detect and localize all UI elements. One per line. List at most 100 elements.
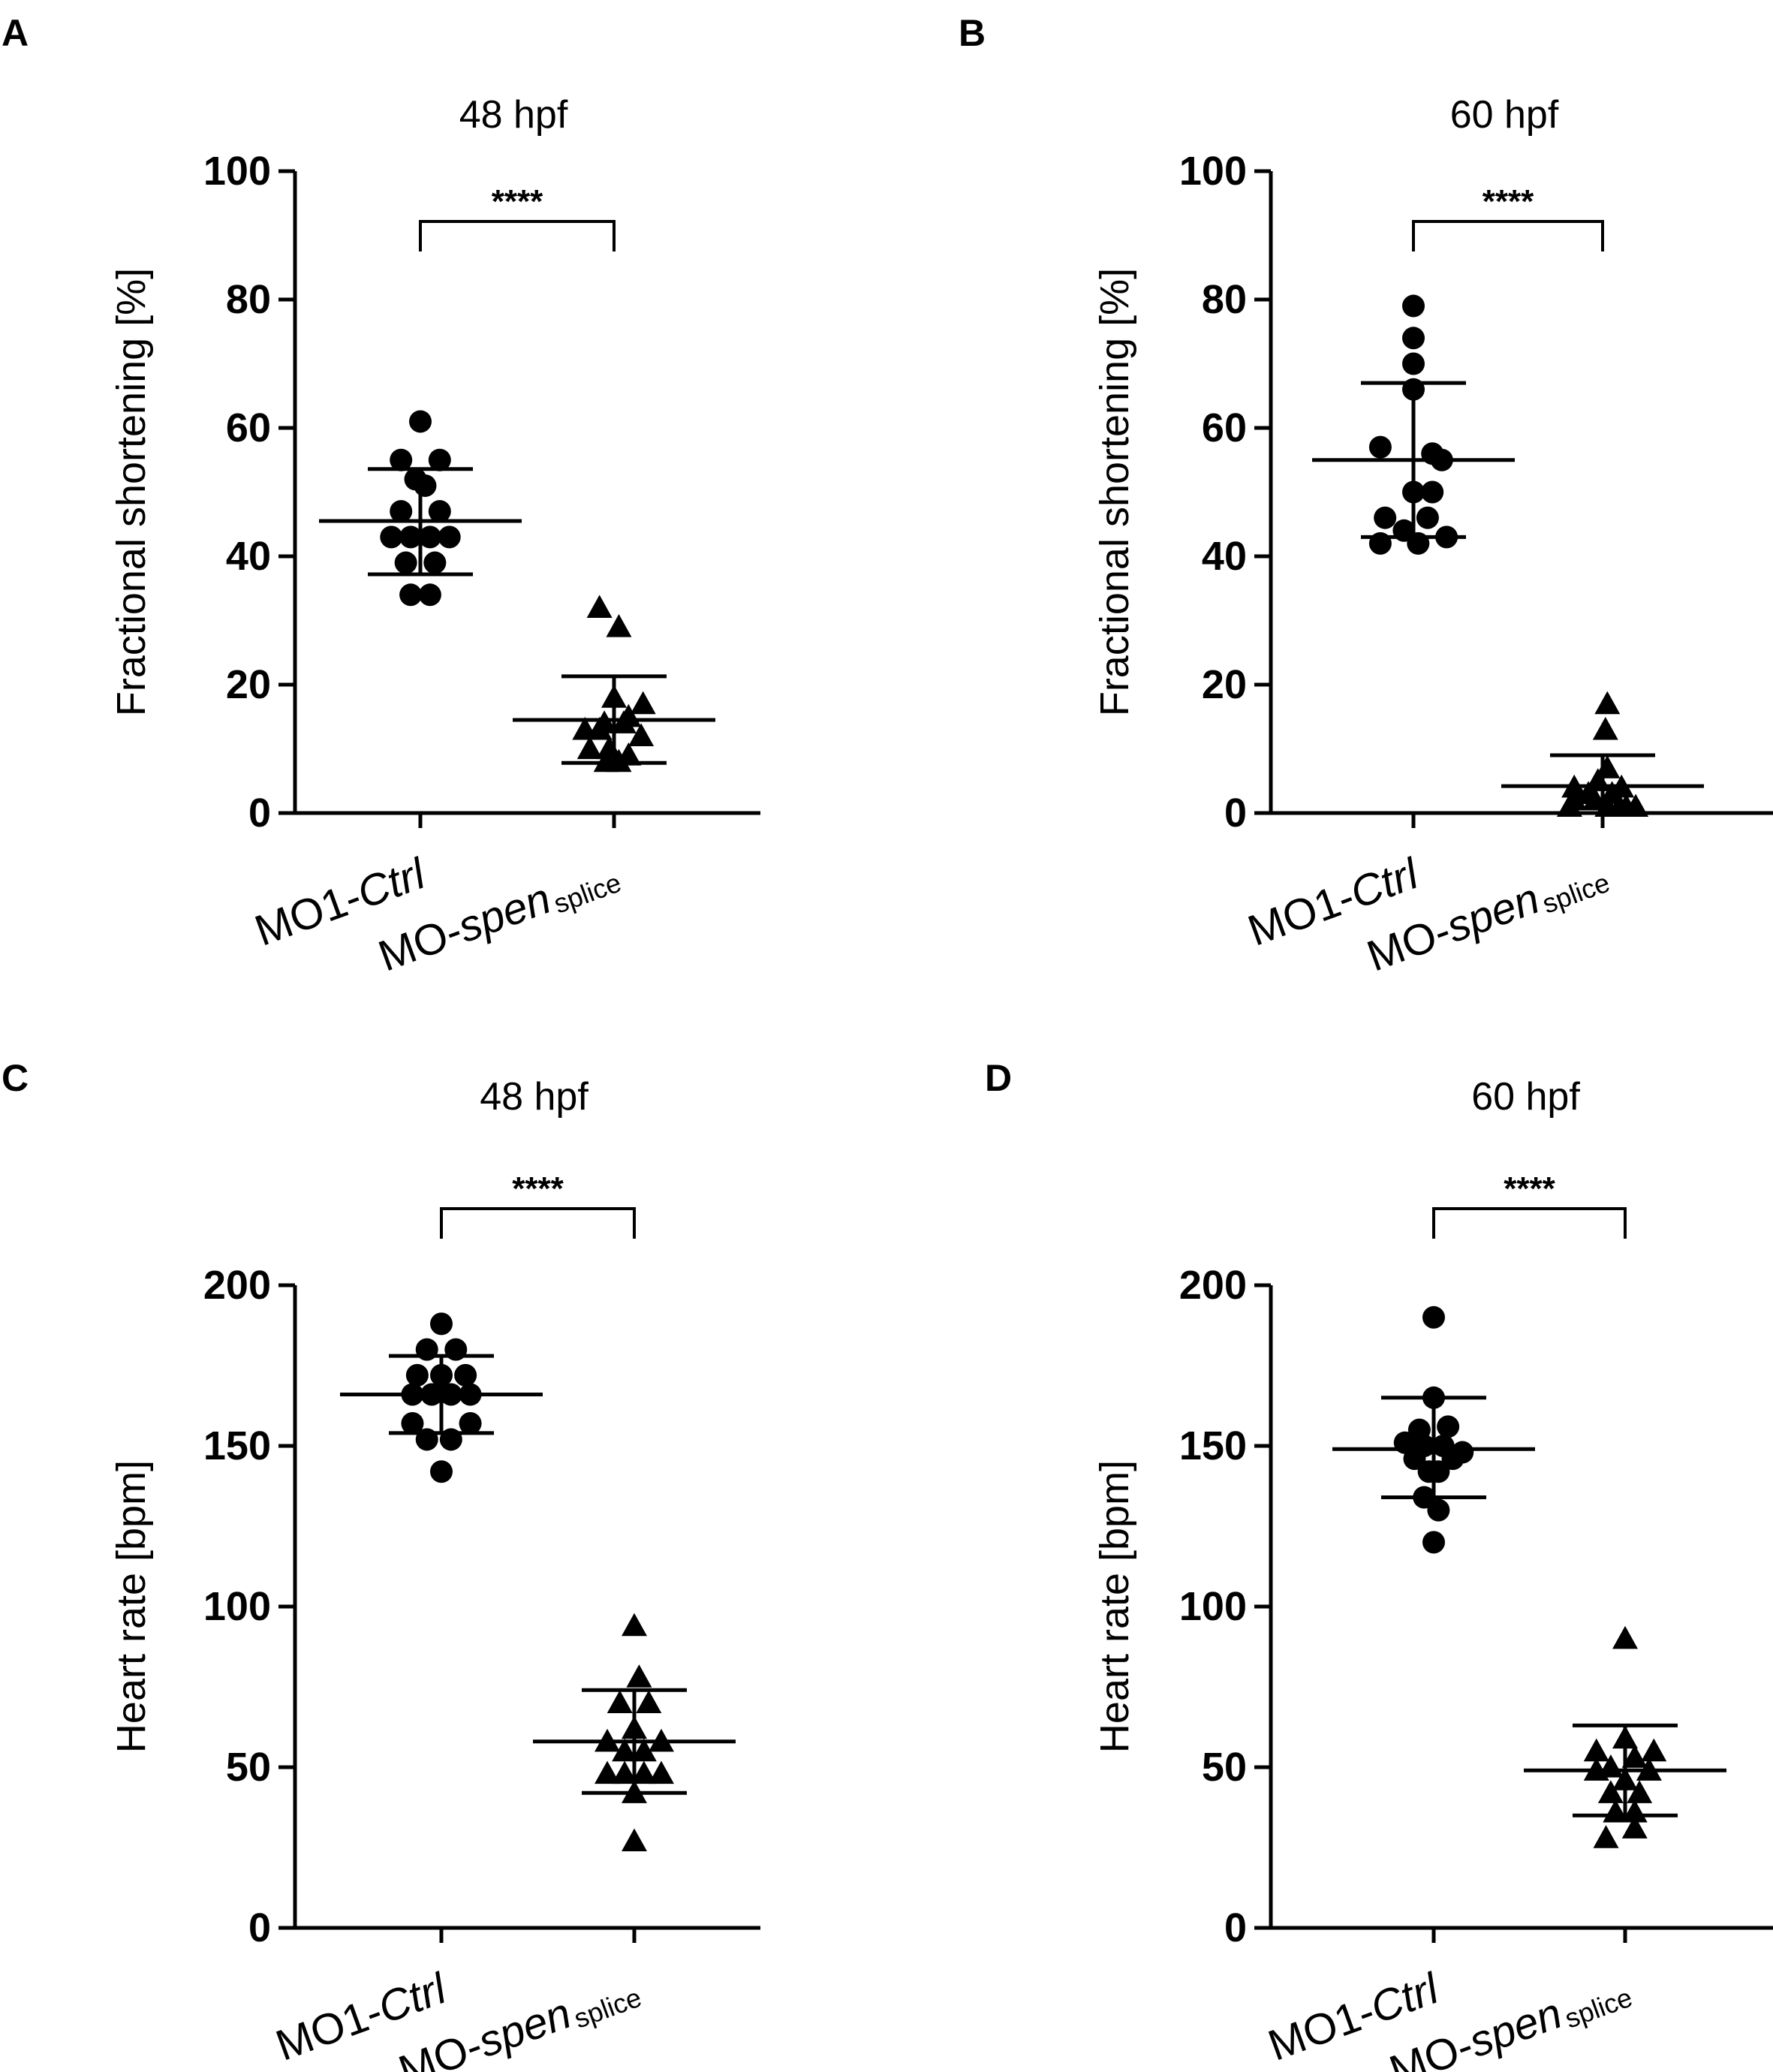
data-point	[595, 1760, 621, 1784]
data-point	[1402, 294, 1425, 318]
data-point	[390, 500, 413, 523]
y-tick-label: 100	[1179, 149, 1247, 194]
data-point	[1441, 1447, 1464, 1471]
data-point	[1416, 506, 1439, 529]
data-point	[414, 474, 437, 497]
panel-a: A 48 hpf 0 20 40 60 80 100 Fractional shortening…	[2, 12, 760, 981]
plot-title: 48 hpf	[459, 93, 568, 137]
data-point	[1421, 480, 1444, 504]
data-point	[1621, 1815, 1648, 1839]
y-tick-label: 60	[226, 405, 271, 450]
plot-title: 60 hpf	[1450, 93, 1559, 137]
data-point	[1374, 506, 1397, 529]
data-point	[648, 1760, 674, 1784]
data-point	[428, 500, 451, 523]
data-point	[430, 1312, 453, 1336]
y-tick-label: 20	[226, 662, 271, 707]
data-point	[586, 595, 613, 618]
data-point	[1621, 1745, 1648, 1768]
data-point	[586, 716, 613, 740]
data-point	[630, 691, 656, 715]
y-tick-label: 100	[203, 1584, 271, 1629]
data-point	[399, 583, 423, 607]
y-axis-title: Heart rate [bpm]	[1092, 1460, 1137, 1753]
data-point	[438, 526, 461, 549]
data-point	[576, 736, 603, 760]
plot-title: 48 hpf	[480, 1075, 588, 1119]
data-point	[454, 1363, 477, 1387]
data-point	[459, 1412, 482, 1435]
data-point	[418, 526, 441, 549]
y-tick-label: 200	[203, 1263, 271, 1308]
data-point	[1623, 794, 1649, 818]
data-point	[1597, 1780, 1624, 1803]
panel-letter: A	[2, 12, 29, 54]
data-point	[1641, 1738, 1667, 1762]
y-tick-label: 40	[226, 534, 271, 579]
data-point	[1422, 1531, 1445, 1554]
data-point	[631, 1738, 657, 1762]
panel-b: B 60 hpf 0 20 40 60 80 100 Fractional shortening…	[959, 12, 1773, 981]
data-point	[1437, 1415, 1460, 1438]
data-point	[399, 526, 423, 549]
data-point	[380, 526, 403, 549]
significance-label: ****	[512, 1170, 564, 1207]
data-point	[607, 1690, 633, 1713]
y-tick-label: 0	[248, 791, 271, 836]
y-axis-title: Fractional shortening [%]	[1092, 268, 1137, 716]
data-point	[1556, 794, 1582, 818]
y-tick-label: 200	[1179, 1263, 1247, 1308]
y-tick-label: 60	[1202, 405, 1247, 450]
data-point	[430, 1460, 453, 1483]
data-point	[622, 1613, 647, 1637]
data-point	[405, 1363, 429, 1387]
y-tick-label: 0	[1224, 1905, 1247, 1950]
data-point	[1583, 1738, 1609, 1762]
data-point	[401, 1412, 424, 1435]
significance-label: ****	[1504, 1170, 1555, 1207]
y-tick-label: 50	[1202, 1745, 1247, 1790]
y-tick-label: 0	[1224, 791, 1247, 836]
data-point	[636, 1690, 662, 1713]
data-point	[622, 1828, 647, 1852]
y-tick-label: 150	[203, 1423, 271, 1468]
y-tick-label: 80	[226, 277, 271, 322]
data-point	[628, 723, 655, 746]
data-point	[626, 1664, 652, 1688]
y-tick-label: 50	[226, 1745, 271, 1790]
data-point	[1402, 352, 1425, 375]
data-point	[1422, 1306, 1445, 1329]
significance-bracket	[419, 220, 616, 251]
data-point	[612, 1760, 638, 1784]
data-point	[1594, 691, 1621, 715]
y-tick-label: 80	[1202, 277, 1247, 322]
significance-bracket	[1432, 1207, 1627, 1239]
data-point	[1612, 1625, 1638, 1649]
y-axis-title: Fractional shortening [%]	[109, 268, 154, 716]
y-tick-label: 20	[1202, 662, 1247, 707]
data-point	[423, 551, 447, 574]
y-tick-label: 100	[203, 149, 271, 194]
data-point	[612, 1738, 638, 1762]
data-point	[1627, 1780, 1653, 1803]
panel-letter: C	[2, 1057, 29, 1099]
data-point	[409, 410, 432, 433]
data-point	[1593, 1825, 1619, 1848]
data-point	[631, 1760, 657, 1784]
y-tick-label: 100	[1179, 1584, 1247, 1629]
data-point	[428, 448, 451, 471]
y-axis-title: Heart rate [bpm]	[109, 1460, 154, 1753]
panel-letter: D	[985, 1057, 1012, 1099]
y-tick-label: 40	[1202, 534, 1247, 579]
significance-label: ****	[1483, 183, 1534, 220]
data-point	[606, 614, 632, 637]
data-point	[1592, 716, 1618, 740]
data-point	[390, 448, 413, 471]
panel-letter: B	[959, 12, 986, 54]
data-point	[1402, 327, 1425, 350]
data-point	[1427, 1460, 1450, 1483]
significance-bracket	[440, 1207, 636, 1239]
